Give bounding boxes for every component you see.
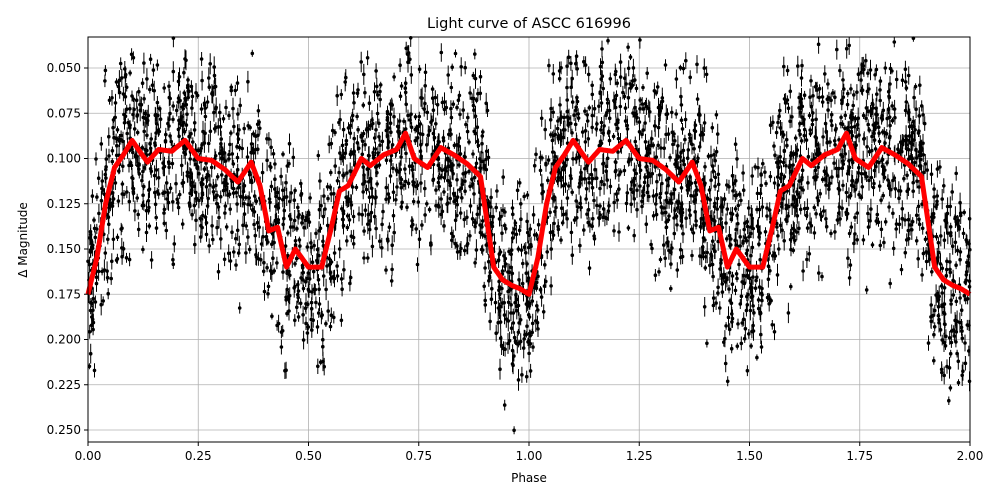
x-tick-label: 0.75 — [405, 449, 432, 463]
y-tick-label: 0.150 — [47, 242, 81, 256]
x-tick-label: 0.50 — [295, 449, 322, 463]
y-tick-label: 0.075 — [47, 106, 81, 120]
y-tick-label: 0.125 — [47, 197, 81, 211]
x-tick-label: 2.00 — [957, 449, 984, 463]
y-tick-label: 0.250 — [47, 423, 81, 437]
y-axis-ticks: 0.050 0.075 0.100 0.125 0.150 0.175 0.200 0.225… — [47, 61, 88, 437]
y-tick-label: 0.100 — [47, 152, 81, 166]
y-tick-label: 0.225 — [47, 378, 81, 392]
x-tick-label: 1.25 — [626, 449, 653, 463]
y-tick-label: 0.050 — [47, 61, 81, 75]
model-curve — [85, 130, 972, 297]
x-axis-label: Phase — [511, 471, 547, 485]
x-axis-ticks: 0.00 0.25 0.50 0.75 1.00 1.25 1.50 1.75 2.00 — [75, 442, 984, 463]
x-tick-label: 1.75 — [846, 449, 873, 463]
y-tick-label: 0.175 — [47, 287, 81, 301]
x-tick-label: 0.00 — [75, 449, 102, 463]
y-tick-label: 0.200 — [47, 333, 81, 347]
x-tick-label: 1.50 — [736, 449, 763, 463]
y-axis-label: Δ Magnitude — [16, 202, 30, 278]
x-tick-label: 1.00 — [516, 449, 543, 463]
x-tick-label: 0.25 — [185, 449, 212, 463]
chart-title: Light curve of ASCC 616996 — [427, 16, 631, 32]
